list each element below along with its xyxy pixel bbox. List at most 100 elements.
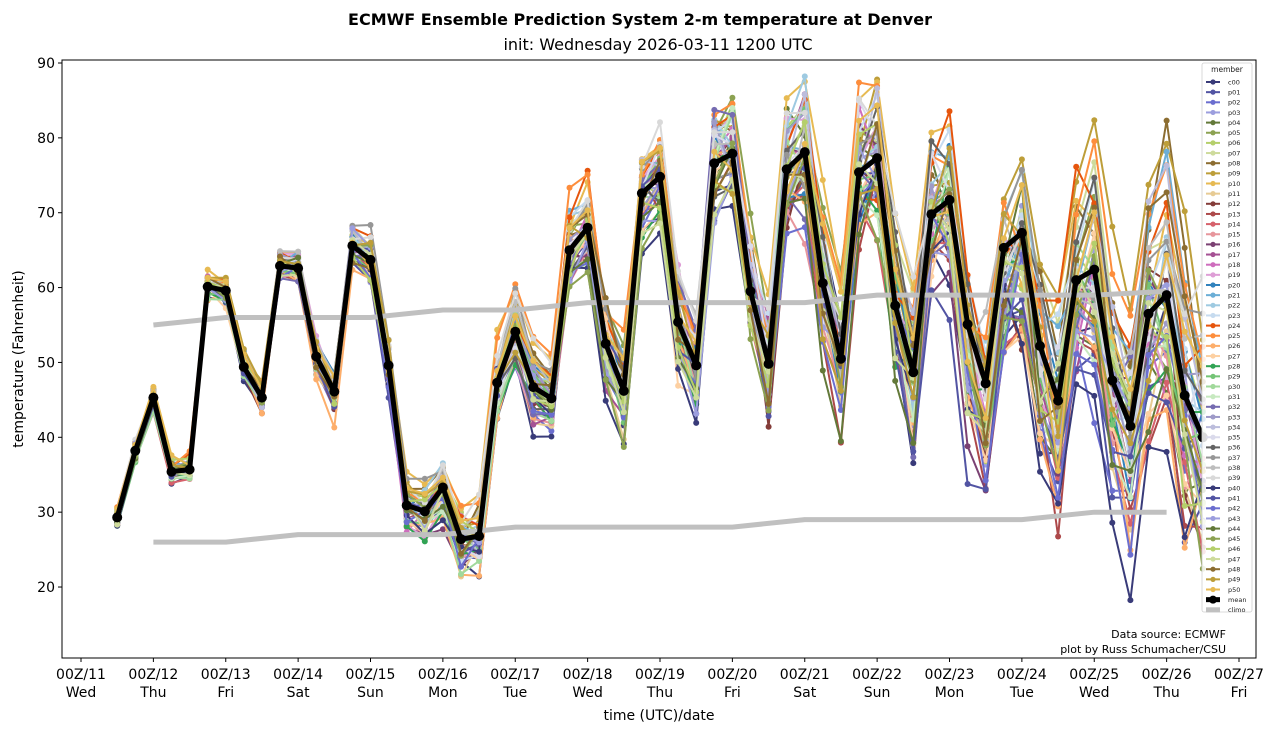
legend-marker [1210, 312, 1216, 319]
member-point [584, 197, 591, 204]
member-point [729, 100, 736, 107]
member-point [856, 79, 862, 86]
x-tick-weekday: Thu [646, 685, 673, 701]
member-point [385, 337, 392, 344]
mean-point [365, 254, 376, 265]
x-tick-label: 00Z/26 [1142, 667, 1192, 683]
legend-label: p43 [1228, 515, 1240, 523]
x-tick-weekday: Sat [287, 685, 310, 701]
member-point [856, 117, 862, 124]
member-point [1109, 351, 1116, 357]
x-tick-label: 00Z/27 [1214, 667, 1264, 683]
member-point [982, 308, 989, 315]
mean-point [636, 188, 647, 199]
member-point [783, 147, 790, 154]
member-point [458, 550, 464, 557]
x-tick-label: 00Z/11 [56, 667, 106, 683]
member-point [439, 517, 446, 524]
mean-point [1016, 227, 1027, 238]
x-tick-weekday: Wed [1079, 685, 1110, 701]
mean-point [890, 300, 901, 311]
member-point [1127, 520, 1134, 527]
legend-item-p05: p05 [1206, 129, 1240, 137]
member-point [1055, 500, 1062, 507]
member-point [801, 224, 808, 231]
member-point [657, 220, 663, 227]
member-point [928, 183, 935, 190]
legend-marker [1210, 566, 1216, 572]
legend-label: p14 [1228, 220, 1240, 228]
member-point [1127, 453, 1134, 460]
legend-label: p46 [1228, 545, 1240, 553]
member-point [403, 523, 410, 530]
legend-label: p30 [1228, 383, 1240, 391]
member-point [512, 313, 519, 320]
legend-marker [1210, 505, 1216, 511]
legend-item-p22: p22 [1206, 302, 1240, 310]
mean-point [130, 445, 141, 456]
mean-point [691, 360, 702, 371]
legend-marker [1210, 130, 1216, 136]
member-point [946, 186, 953, 193]
mean-point [872, 153, 883, 164]
mean-point [1035, 341, 1045, 351]
legend-marker [1210, 465, 1216, 471]
legend-label: p32 [1228, 403, 1240, 411]
member-point [421, 518, 428, 524]
member-point [1055, 433, 1062, 440]
member-point [1073, 239, 1080, 246]
member-point [1018, 156, 1025, 163]
legend-marker [1210, 424, 1216, 430]
member-point [819, 336, 826, 343]
member-point [1091, 240, 1098, 247]
legend-label: p09 [1228, 170, 1240, 178]
legend-label: p07 [1228, 149, 1240, 157]
member-point [168, 479, 175, 486]
member-point [910, 394, 917, 401]
member-point [1181, 431, 1188, 438]
legend-marker [1210, 99, 1216, 105]
mean-point [600, 338, 611, 349]
member-point [892, 266, 899, 273]
member-point [1163, 117, 1170, 124]
y-tick-label: 20 [37, 580, 55, 596]
legend-item-p19: p19 [1206, 271, 1240, 279]
member-point [1000, 349, 1007, 356]
member-point [946, 145, 953, 152]
member-point [1091, 174, 1098, 181]
mean-point [1125, 421, 1136, 432]
member-point [331, 400, 338, 407]
mean-point [1107, 375, 1118, 386]
mean-point [1143, 308, 1154, 319]
member-point [657, 144, 663, 151]
member-point [1145, 377, 1152, 384]
member-point [530, 396, 537, 403]
member-point [1091, 420, 1098, 427]
member-point [476, 553, 483, 560]
legend-label: p13 [1228, 210, 1240, 218]
member-point [1109, 487, 1116, 494]
legend-item-climo: climo [1206, 606, 1246, 614]
mean-point [998, 242, 1009, 253]
legend-label: p24 [1228, 322, 1240, 330]
member-point [711, 148, 718, 155]
member-point [1145, 245, 1152, 252]
member-point [548, 403, 555, 410]
mean-point [437, 482, 448, 493]
member-point [675, 336, 682, 343]
member-point [747, 336, 754, 343]
legend-item-p13: p13 [1206, 210, 1240, 218]
member-point [910, 448, 917, 455]
mean-point [419, 506, 430, 517]
legend-label: p44 [1228, 525, 1240, 533]
member-point [783, 151, 790, 158]
legend-label: p47 [1228, 555, 1240, 563]
member-point [1055, 343, 1062, 350]
member-point [114, 521, 121, 528]
member-point [874, 85, 881, 92]
member-point [874, 237, 881, 243]
member-point [530, 408, 537, 414]
member-point [331, 424, 338, 431]
legend-marker [1210, 383, 1216, 390]
member-point [1055, 360, 1062, 367]
